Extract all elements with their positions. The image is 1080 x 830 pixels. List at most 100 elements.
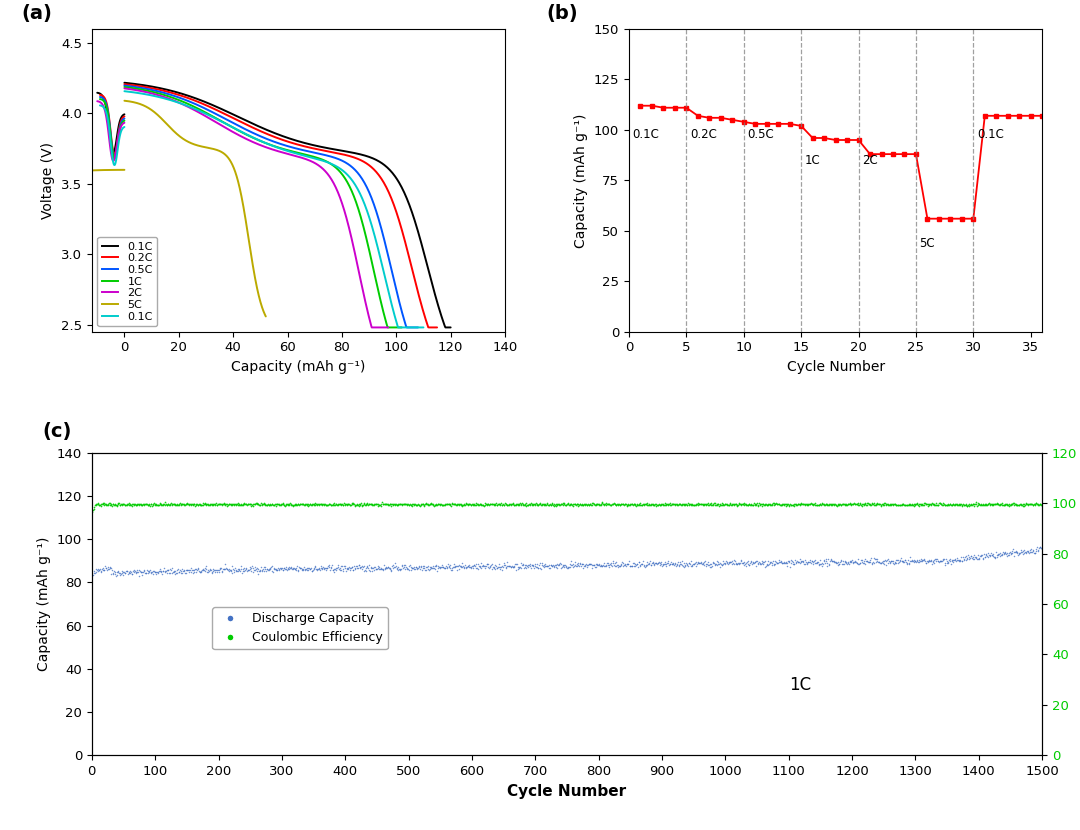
- Point: [1010, 498, 1027, 511]
- Point: [786, 553, 804, 566]
- Point: [515, 559, 532, 572]
- Point: [697, 557, 714, 570]
- Point: [327, 498, 345, 511]
- Point: [613, 497, 631, 510]
- Point: [340, 498, 357, 511]
- Point: [1004, 543, 1022, 556]
- Point: [596, 556, 613, 569]
- Point: [295, 563, 312, 576]
- Point: [615, 557, 632, 570]
- Point: [914, 498, 931, 511]
- Point: [575, 499, 592, 512]
- Point: [144, 498, 161, 511]
- Point: [433, 559, 450, 572]
- Point: [959, 549, 976, 562]
- Point: [780, 554, 797, 568]
- Point: [249, 568, 267, 581]
- Point: [951, 553, 969, 566]
- Point: [549, 558, 566, 571]
- Point: [876, 554, 893, 568]
- Point: [355, 564, 373, 578]
- Point: [145, 497, 162, 510]
- Point: [548, 559, 565, 572]
- Point: [968, 550, 985, 564]
- Point: [1031, 540, 1049, 554]
- Point: [369, 561, 387, 574]
- Point: [554, 559, 571, 572]
- Point: [499, 559, 516, 573]
- Point: [960, 497, 977, 510]
- Point: [799, 498, 816, 511]
- Point: [268, 563, 285, 576]
- Point: [207, 496, 225, 510]
- Point: [505, 498, 523, 511]
- Point: [341, 499, 359, 512]
- Point: [806, 556, 823, 569]
- Point: [451, 498, 469, 511]
- Point: [912, 498, 929, 511]
- Point: [787, 555, 805, 569]
- Point: [104, 566, 121, 579]
- Point: [134, 498, 151, 511]
- Point: [924, 556, 942, 569]
- Point: [104, 499, 121, 512]
- Point: [451, 561, 469, 574]
- Point: [824, 497, 841, 510]
- Legend: Discharge Capacity, Coulombic Efficiency: Discharge Capacity, Coulombic Efficiency: [212, 607, 388, 649]
- Point: [1026, 498, 1043, 511]
- Point: [518, 559, 536, 573]
- Point: [852, 556, 869, 569]
- Point: [205, 563, 222, 576]
- Point: [475, 559, 492, 573]
- Point: [301, 498, 319, 511]
- Point: [692, 555, 710, 569]
- Point: [307, 496, 324, 510]
- Point: [586, 498, 604, 511]
- Point: [475, 500, 492, 513]
- Point: [818, 554, 835, 568]
- Point: [845, 497, 862, 510]
- Point: [233, 498, 251, 511]
- Point: [399, 563, 416, 576]
- Point: [890, 556, 907, 569]
- Point: [941, 553, 958, 566]
- Point: [739, 555, 756, 569]
- Point: [447, 498, 464, 511]
- Point: [687, 498, 704, 511]
- Point: [686, 558, 703, 571]
- Point: [352, 560, 369, 574]
- Point: [349, 498, 366, 511]
- Point: [778, 499, 795, 512]
- Point: [311, 497, 328, 510]
- Point: [95, 498, 112, 511]
- Point: [845, 555, 862, 569]
- Point: [472, 559, 489, 573]
- Point: [926, 556, 943, 569]
- Point: [793, 497, 810, 510]
- Text: 0.1C: 0.1C: [976, 128, 1003, 141]
- Point: [994, 498, 1011, 511]
- Point: [361, 564, 378, 577]
- Point: [312, 559, 329, 573]
- Point: [391, 562, 408, 575]
- Point: [932, 554, 949, 568]
- Point: [744, 555, 761, 569]
- Point: [603, 557, 620, 570]
- Point: [644, 556, 661, 569]
- Point: [959, 498, 976, 511]
- Point: [731, 497, 748, 510]
- Point: [867, 553, 885, 566]
- Point: [928, 554, 945, 568]
- Point: [1034, 543, 1051, 556]
- Point: [153, 568, 171, 581]
- Point: [188, 564, 205, 577]
- Point: [327, 497, 345, 510]
- Point: [794, 497, 811, 510]
- Point: [861, 555, 878, 569]
- Point: [462, 561, 480, 574]
- Point: [333, 498, 350, 511]
- Point: [524, 498, 541, 511]
- Point: [227, 498, 244, 511]
- Point: [189, 563, 206, 576]
- Point: [765, 496, 782, 510]
